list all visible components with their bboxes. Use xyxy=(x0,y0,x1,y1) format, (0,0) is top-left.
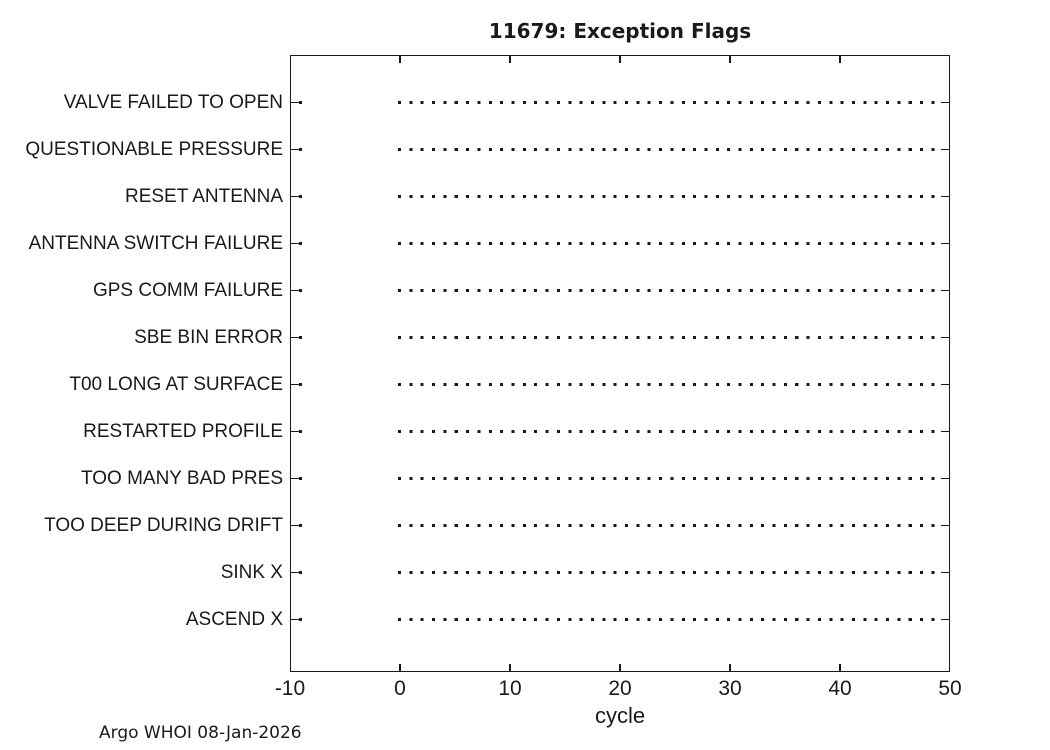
y-tick-label: TOO DEEP DURING DRIFT xyxy=(44,515,283,537)
y-tick-label: RESTARTED PROFILE xyxy=(83,421,283,443)
plot-area xyxy=(290,55,950,672)
y-tick-label: TOO MANY BAD PRES xyxy=(80,468,283,490)
x-tick-mark-bottom xyxy=(509,664,511,671)
flag-row-dotted-baseline xyxy=(397,618,935,621)
flag-row-isolated-dot xyxy=(298,383,302,386)
flag-row-dotted-baseline xyxy=(397,195,935,198)
x-tick-label: 0 xyxy=(394,677,406,700)
y-tick-mark-left xyxy=(291,101,299,104)
y-tick-label: ANTENNA SWITCH FAILURE xyxy=(28,233,283,255)
footer-annotation: Argo WHOI 08-Jan-2026 xyxy=(99,723,302,743)
x-tick-label: 20 xyxy=(608,677,632,700)
flag-row-dotted-baseline xyxy=(397,383,935,386)
y-tick-mark-right xyxy=(941,571,949,574)
y-tick-mark-right xyxy=(941,148,949,151)
y-tick-mark-right xyxy=(941,618,949,621)
y-tick-mark-right xyxy=(941,242,949,245)
chart-title: 11679: Exception Flags xyxy=(488,19,752,43)
flag-row-dotted-baseline xyxy=(397,289,935,292)
y-tick-mark-left xyxy=(291,477,299,480)
y-tick-label: RESET ANTENNA xyxy=(124,186,283,208)
x-tick-mark-bottom xyxy=(839,664,841,671)
x-tick-label: -10 xyxy=(274,677,306,700)
flag-row-isolated-dot xyxy=(298,289,302,292)
y-tick-mark-left xyxy=(291,336,299,339)
flag-row-dotted-baseline xyxy=(397,148,935,151)
x-tick-mark-bottom xyxy=(729,664,731,671)
y-tick-mark-left xyxy=(291,383,299,386)
flag-row-isolated-dot xyxy=(298,477,302,480)
y-tick-mark-left xyxy=(291,571,299,574)
y-tick-mark-right xyxy=(941,336,949,339)
y-tick-label: ASCEND X xyxy=(185,609,283,631)
flag-row-isolated-dot xyxy=(298,101,302,104)
flag-row-dotted-baseline xyxy=(397,571,935,574)
x-tick-label: 50 xyxy=(938,677,962,700)
x-axis-label: cycle xyxy=(594,703,646,728)
y-tick-mark-left xyxy=(291,524,299,527)
y-tick-label: T00 LONG AT SURFACE xyxy=(69,374,283,396)
x-tick-mark-bottom xyxy=(619,664,621,671)
y-tick-mark-right xyxy=(941,195,949,198)
flag-row-isolated-dot xyxy=(298,148,302,151)
x-tick-mark-top xyxy=(619,56,621,63)
y-tick-mark-left xyxy=(291,195,299,198)
x-tick-mark-top xyxy=(399,56,401,63)
y-tick-mark-right xyxy=(941,289,949,292)
y-tick-mark-left xyxy=(291,148,299,151)
x-tick-mark-bottom xyxy=(399,664,401,671)
y-tick-mark-left xyxy=(291,430,299,433)
flag-row-isolated-dot xyxy=(298,524,302,527)
y-tick-mark-left xyxy=(291,618,299,621)
y-tick-label: QUESTIONABLE PRESSURE xyxy=(25,139,283,161)
flag-row-isolated-dot xyxy=(298,571,302,574)
flag-row-dotted-baseline xyxy=(397,524,935,527)
x-tick-mark-top xyxy=(729,56,731,63)
flag-row-isolated-dot xyxy=(298,336,302,339)
flag-row-dotted-baseline xyxy=(397,430,935,433)
flag-row-dotted-baseline xyxy=(397,101,935,104)
flag-row-isolated-dot xyxy=(298,195,302,198)
flag-row-dotted-baseline xyxy=(397,336,935,339)
flag-row-isolated-dot xyxy=(298,242,302,245)
y-tick-mark-right xyxy=(941,430,949,433)
y-tick-mark-right xyxy=(941,477,949,480)
flag-row-isolated-dot xyxy=(298,430,302,433)
x-tick-label: 30 xyxy=(718,677,742,700)
x-tick-label: 40 xyxy=(828,677,852,700)
y-tick-label: SINK X xyxy=(220,562,283,584)
y-tick-label: VALVE FAILED TO OPEN xyxy=(63,92,283,114)
x-tick-label: 10 xyxy=(498,677,522,700)
y-tick-mark-left xyxy=(291,242,299,245)
y-tick-mark-right xyxy=(941,383,949,386)
x-tick-mark-top xyxy=(509,56,511,63)
y-tick-label: SBE BIN ERROR xyxy=(134,327,283,349)
y-tick-label: GPS COMM FAILURE xyxy=(92,280,283,302)
flag-row-dotted-baseline xyxy=(397,242,935,245)
y-tick-mark-left xyxy=(291,289,299,292)
flag-row-isolated-dot xyxy=(298,618,302,621)
y-tick-mark-right xyxy=(941,101,949,104)
flag-row-dotted-baseline xyxy=(397,477,935,480)
x-tick-mark-top xyxy=(839,56,841,63)
y-tick-mark-right xyxy=(941,524,949,527)
